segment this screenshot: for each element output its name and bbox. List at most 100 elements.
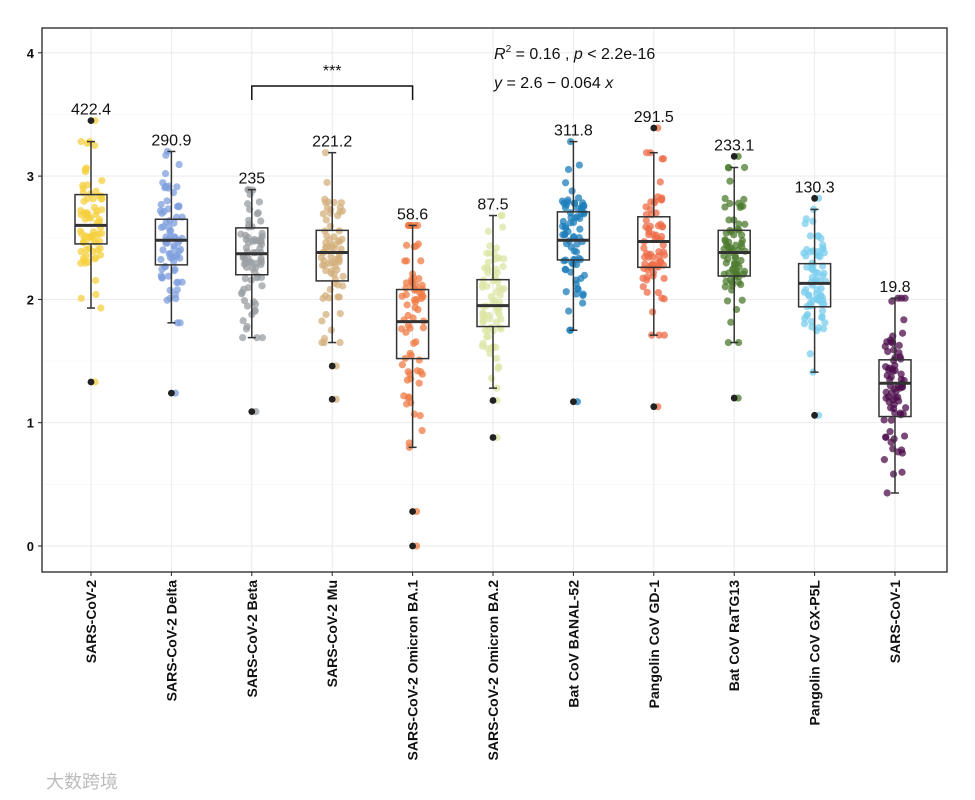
data-point: [178, 278, 186, 286]
data-point: [576, 225, 584, 233]
plot-border: [41, 27, 948, 573]
data-point: [336, 203, 344, 211]
box: [74, 193, 108, 245]
regression-stats: R2 = 0.16 , p < 2.2e-16: [494, 44, 655, 63]
data-point: [80, 209, 88, 217]
data-point: [901, 294, 909, 302]
data-point: [91, 141, 99, 150]
data-point: [319, 210, 327, 218]
data-point: [319, 294, 327, 302]
data-point: [170, 257, 178, 266]
data-point: [558, 197, 567, 205]
data-point: [817, 291, 825, 299]
data-point: [254, 272, 262, 280]
data-point: [175, 160, 183, 169]
data-point: [79, 254, 88, 262]
data-point: [257, 235, 265, 243]
outlier: [328, 362, 336, 370]
data-point: [647, 198, 655, 206]
data-point: [241, 275, 249, 283]
data-point: [740, 195, 748, 203]
data-point: [164, 272, 173, 280]
data-point: [412, 338, 420, 346]
data-point: [97, 304, 105, 312]
data-point: [647, 262, 655, 271]
data-point: [255, 198, 264, 206]
data-point: [813, 285, 821, 293]
count-label: 87.5: [477, 197, 508, 214]
data-point: [165, 250, 173, 258]
data-point: [80, 197, 88, 205]
data-point: [738, 231, 746, 239]
data-point: [486, 242, 494, 250]
data-point: [657, 196, 666, 204]
data-point: [81, 232, 90, 240]
outlier: [811, 194, 818, 202]
data-point: [322, 310, 330, 319]
count-label: 235: [238, 171, 265, 188]
data-point: [724, 163, 732, 172]
data-point: [83, 181, 92, 189]
data-point: [800, 320, 809, 328]
data-point: [239, 334, 247, 342]
data-point: [165, 223, 173, 231]
data-point: [331, 262, 339, 270]
data-point: [81, 168, 90, 176]
data-point: [405, 439, 413, 447]
data-point: [171, 265, 179, 273]
data-point: [159, 246, 167, 254]
data-point: [721, 283, 729, 291]
y-tick-label: 1: [27, 416, 34, 431]
data-point: [77, 247, 85, 256]
data-point: [335, 293, 343, 301]
data-point: [807, 317, 816, 326]
data-point: [77, 137, 85, 146]
data-point: [730, 260, 739, 269]
data-point: [886, 428, 894, 436]
data-point: [481, 326, 490, 335]
data-point: [740, 163, 749, 172]
count-label: 221.2: [312, 134, 352, 151]
data-point: [412, 242, 420, 250]
data-point: [95, 230, 103, 238]
data-point: [324, 198, 332, 206]
data-point: [885, 364, 893, 372]
data-point: [244, 200, 252, 208]
data-point: [258, 334, 267, 342]
data-point: [812, 268, 820, 276]
data-point: [818, 307, 827, 315]
data-point: [163, 197, 171, 205]
data-point: [97, 192, 105, 200]
data-point: [244, 254, 252, 262]
data-point: [649, 308, 657, 316]
data-point: [723, 297, 732, 305]
data-point: [891, 361, 899, 370]
data-point: [809, 217, 817, 225]
data-point: [724, 338, 732, 347]
outlier: [811, 411, 818, 419]
data-point: [252, 264, 260, 272]
data-point: [317, 254, 326, 262]
data-point: [898, 329, 907, 337]
data-point: [889, 470, 898, 478]
data-point: [76, 227, 85, 235]
count-label: 290.9: [151, 132, 191, 149]
data-point: [257, 241, 266, 249]
data-point: [402, 241, 411, 249]
data-point: [402, 279, 411, 287]
data-point: [640, 264, 648, 272]
y-tick-label: 3: [27, 169, 34, 184]
x-tick-label: SARS-CoV-2 Delta: [163, 580, 179, 702]
data-point: [806, 350, 814, 358]
box: [235, 227, 269, 276]
data-point: [737, 281, 745, 289]
data-point: [900, 316, 908, 324]
data-point: [417, 257, 425, 265]
outlier: [409, 542, 416, 550]
data-point: [492, 244, 501, 252]
data-point: [660, 251, 669, 259]
data-point: [92, 187, 100, 195]
data-point: [493, 308, 502, 316]
data-point: [407, 275, 416, 284]
data-point: [398, 361, 406, 369]
